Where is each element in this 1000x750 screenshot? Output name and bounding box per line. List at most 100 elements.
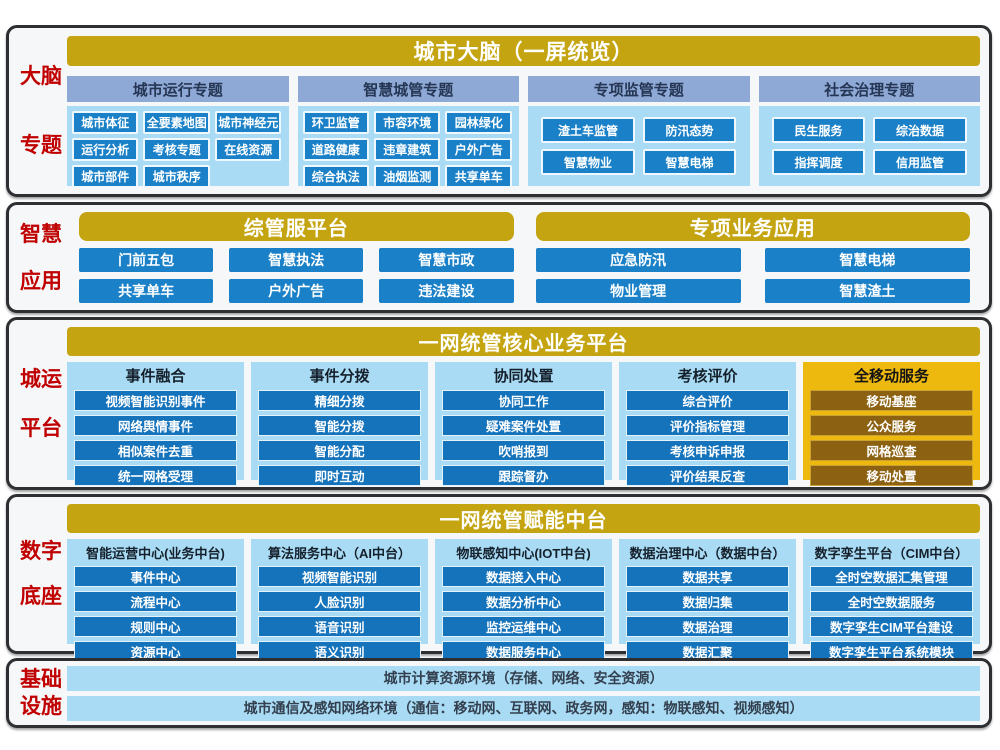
platform-button[interactable]: 全时空数据汇集管理 [810, 566, 973, 587]
column-title: 事件融合 [125, 368, 186, 385]
topic-button[interactable]: 违章建筑 [373, 138, 441, 161]
topic-button[interactable]: 综治数据 [873, 117, 967, 143]
band-label-apps: 智慧 应用 [15, 205, 67, 310]
platform-button[interactable]: 数字孪生CIM平台建设 [810, 616, 973, 637]
platform-button[interactable]: 数据归集 [626, 591, 789, 612]
topic-button[interactable]: 城市秩序 [143, 165, 210, 188]
platform-button[interactable]: 事件中心 [74, 566, 237, 587]
app-button[interactable]: 门前五包 [79, 248, 214, 272]
infra-bar-computing: 城市计算资源环境（存储、网络、安全资源） [67, 665, 980, 691]
core-button[interactable]: 移动基座 [810, 390, 973, 411]
core-button[interactable]: 精细分拨 [258, 390, 421, 411]
band-core-platform: 城运 平台 一网统管核心业务平台 事件融合 视频智能识别事件 网络舆情事件 相似… [6, 317, 992, 499]
app-button[interactable]: 智慧渣土 [764, 279, 970, 303]
column-title: 算法服务中心（AI中台） [267, 545, 411, 561]
band-label-line: 数字 [20, 540, 62, 563]
topic-button[interactable]: 环卫监管 [302, 111, 369, 134]
core-button[interactable]: 协同工作 [442, 390, 605, 411]
platform-button[interactable]: 数据分析中心 [442, 591, 605, 612]
platform-button[interactable]: 数据接入中心 [442, 566, 605, 587]
platform-button[interactable]: 规则中心 [74, 616, 237, 637]
core-button[interactable]: 网络舆情事件 [74, 415, 237, 436]
topic-button[interactable]: 信用监管 [873, 149, 967, 175]
core-button[interactable]: 相似案件去重 [74, 440, 237, 461]
column-title: 智慧城管专题 [297, 76, 519, 102]
topic-button[interactable]: 考核专题 [143, 138, 210, 161]
core-button[interactable]: 吹哨报到 [442, 440, 605, 461]
core-button[interactable]: 统一网格受理 [74, 465, 237, 486]
mid-column-business-center: 智能运营中心(业务中台) 事件中心 流程中心 规则中心 资源中心 [67, 539, 244, 662]
infra-bar-network: 城市通信及感知网络环境（通信：移动网、互联网、政务网，感知：物联感知、视频感知） [67, 695, 980, 721]
app-button[interactable]: 共享单车 [79, 279, 214, 303]
topic-button[interactable]: 道路健康 [302, 138, 369, 161]
topic-button[interactable]: 全要素地图 [143, 111, 210, 134]
core-button[interactable]: 即时互动 [258, 465, 421, 486]
core-button[interactable]: 视频智能识别事件 [74, 390, 237, 411]
app-button[interactable]: 智慧执法 [229, 248, 364, 272]
app-button[interactable]: 智慧市政 [379, 248, 514, 272]
core-button[interactable]: 评价结果反查 [626, 465, 789, 486]
band-label-brain: 大脑 专题 [15, 28, 67, 194]
topic-button[interactable]: 城市部件 [72, 165, 139, 188]
topic-button[interactable]: 园林绿化 [445, 111, 512, 134]
core-button[interactable]: 移动处置 [810, 465, 973, 486]
app-button[interactable]: 智慧电梯 [764, 248, 970, 272]
platform-button[interactable]: 数据共享 [626, 566, 789, 587]
mid-header-bar: 一网统管赋能中台 [67, 504, 980, 533]
topic-button[interactable]: 智慧电梯 [642, 149, 737, 175]
core-column-mobile-services: 全移动服务 移动基座 公众服务 网格巡查 移动处置 ...... [803, 362, 980, 499]
topic-button[interactable]: 指挥调度 [771, 149, 866, 175]
platform-button[interactable]: 资源中心 [74, 641, 237, 662]
mid-column-cim-center: 数字孪生平台（CIM中台） 全时空数据汇集管理 全时空数据服务 数字孪生CIM平… [803, 539, 980, 662]
app-section-header: 综管服平台 [79, 212, 514, 241]
topic-button[interactable]: 城市体征 [72, 111, 139, 134]
platform-button[interactable]: 语义识别 [258, 641, 421, 662]
topic-button[interactable]: 防汛态势 [642, 117, 737, 143]
column-title: 城市运行专题 [67, 76, 289, 102]
column-panel: 渣土车监管 防汛态势 智慧物业 智慧电梯 [528, 106, 750, 186]
brain-column-smart-city-mgmt: 智慧城管专题 环卫监管 市容环境 园林绿化 道路健康 违章建筑 户外广告 综合执… [297, 76, 519, 188]
topic-button[interactable]: 渣土车监管 [541, 117, 635, 143]
core-button[interactable]: 考核申诉申报 [626, 440, 789, 461]
core-button[interactable]: 智能分拨 [258, 415, 421, 436]
platform-button[interactable]: 视频智能识别 [258, 566, 421, 587]
core-button[interactable]: 公众服务 [810, 415, 973, 436]
topic-button[interactable]: 共享单车 [445, 165, 512, 188]
platform-button[interactable]: 全时空数据服务 [810, 591, 973, 612]
core-button[interactable]: 跟踪督办 [442, 465, 605, 486]
platform-button[interactable]: 数据治理 [626, 616, 789, 637]
mid-column-ai-center: 算法服务中心（AI中台） 视频智能识别 人脸识别 语音识别 语义识别 [251, 539, 428, 662]
topic-button[interactable]: 在线资源 [214, 138, 282, 161]
band-label-line: 应用 [20, 269, 62, 293]
topic-button[interactable]: 智慧物业 [541, 149, 635, 175]
band-digital-base: 数字 底座 一网统管赋能中台 智能运营中心(业务中台) 事件中心 流程中心 规则… [6, 494, 992, 662]
topic-button[interactable]: 户外广告 [445, 138, 512, 161]
app-button[interactable]: 应急防汛 [535, 248, 741, 272]
core-button[interactable]: 疑难案件处置 [442, 415, 605, 436]
column-title: 物联感知中心(IOT中台) [456, 545, 591, 561]
core-button[interactable]: 智能分配 [258, 440, 421, 461]
brain-column-city-operation: 城市运行专题 城市体征 全要素地图 城市神经元 运行分析 考核专题 在线资源 城… [67, 76, 289, 188]
platform-button[interactable]: 流程中心 [74, 591, 237, 612]
core-header-bar: 一网统管核心业务平台 [67, 327, 980, 356]
topic-button[interactable]: 综合执法 [302, 165, 369, 188]
column-panel: 民生服务 综治数据 指挥调度 信用监管 [758, 106, 980, 186]
band-label-line: 专题 [20, 134, 62, 157]
topic-button[interactable]: 城市神经元 [214, 111, 282, 134]
app-section-comprehensive: 综管服平台 门前五包 智慧执法 智慧市政 共享单车 户外广告 违法建设 [79, 212, 514, 303]
topic-button[interactable]: 油烟监测 [373, 165, 441, 188]
app-button[interactable]: 物业管理 [535, 279, 741, 303]
core-button[interactable]: 综合评价 [626, 390, 789, 411]
app-button[interactable]: 违法建设 [379, 279, 514, 303]
core-column-assessment: 考核评价 综合评价 评价指标管理 考核申诉申报 评价结果反查 ...... [619, 362, 796, 499]
app-button[interactable]: 户外广告 [229, 279, 364, 303]
topic-button[interactable]: 民生服务 [771, 117, 866, 143]
topic-button[interactable]: 市容环境 [373, 111, 441, 134]
platform-button[interactable]: 监控运维中心 [442, 616, 605, 637]
platform-button[interactable]: 人脸识别 [258, 591, 421, 612]
topic-button[interactable]: 运行分析 [72, 138, 139, 161]
core-button[interactable]: 评价指标管理 [626, 415, 789, 436]
core-button[interactable]: 网格巡查 [810, 440, 973, 461]
platform-button[interactable]: 语音识别 [258, 616, 421, 637]
column-panel: 城市体征 全要素地图 城市神经元 运行分析 考核专题 在线资源 城市部件 城市秩… [67, 106, 289, 188]
